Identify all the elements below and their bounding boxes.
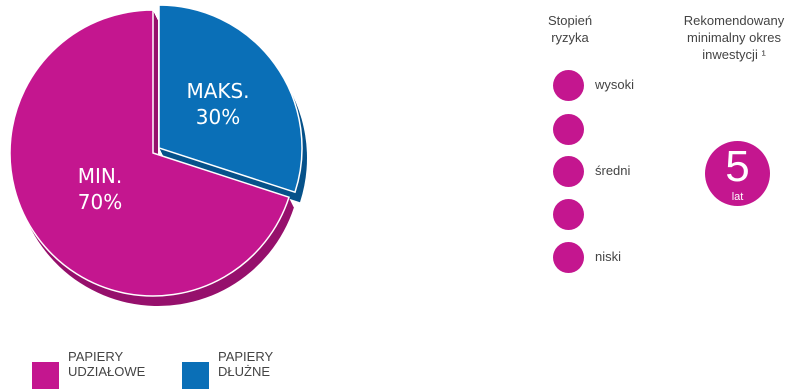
legend-label-debt: PAPIERY DŁUŻNE: [218, 349, 274, 379]
horizon-value: 5: [725, 142, 750, 191]
legend-swatch-equity: [32, 362, 59, 389]
risk-dot-2: [553, 114, 584, 145]
legend-swatch-debt: [182, 362, 209, 389]
slice-label-line1-0: MIN.: [78, 164, 122, 188]
slice-label-line1-1: MAKS.: [186, 79, 249, 103]
risk-label-medium: średni: [595, 163, 631, 178]
slice-label-line2-0: 70%: [78, 190, 122, 214]
risk-dot-5: [553, 242, 584, 273]
pie-slice-0: [9, 9, 290, 297]
pie-label-group: MIN. 70% MAKS. 30%: [78, 79, 250, 214]
legend-label-equity: PAPIERY UDZIAŁOWE: [68, 349, 146, 379]
risk-dot-1: [553, 70, 584, 101]
risk-label-high: wysoki: [595, 77, 635, 92]
investment-horizon-badge: 5 lat: [705, 141, 770, 206]
risk-dot-3: [553, 156, 584, 187]
horizon-header: Rekomendowany minimalny okres inwestycji…: [683, 13, 785, 62]
pie-slice-group: [9, 4, 303, 297]
risk-header: Stopień ryzyka: [547, 13, 593, 45]
risk-label-low: niski: [595, 249, 622, 264]
risk-dot-4: [553, 199, 584, 230]
pie-slice-1: [158, 4, 303, 194]
horizon-unit: lat: [731, 191, 744, 203]
pie-chart: MIN. 70% MAKS. 30%: [9, 4, 307, 306]
slice-label-line2-1: 30%: [196, 105, 240, 129]
